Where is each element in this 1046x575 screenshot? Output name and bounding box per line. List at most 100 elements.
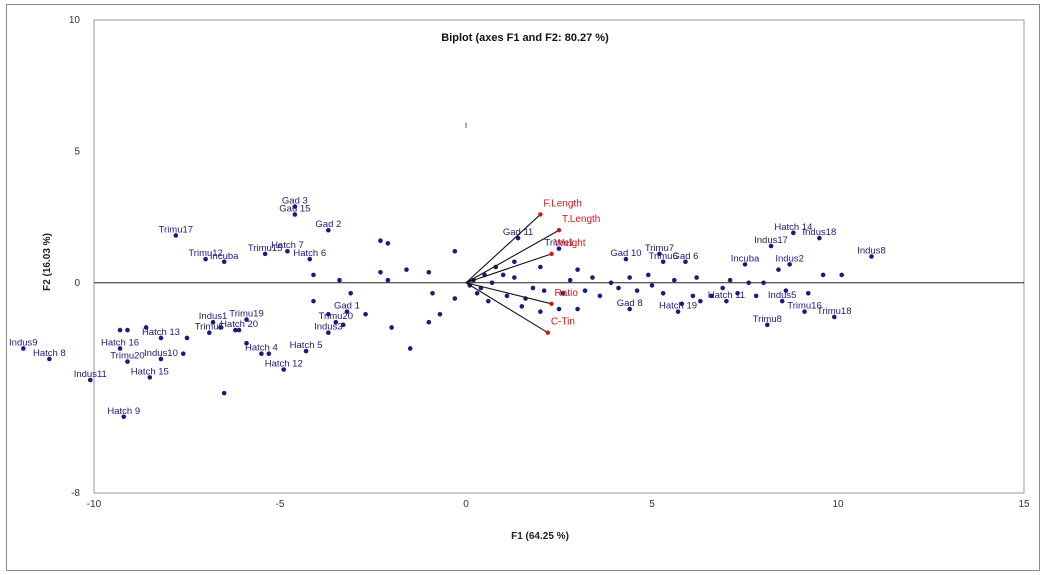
observation-point [474,290,480,296]
observation-point [385,241,391,246]
observation-label: Trimu19 [229,309,264,320]
observation-point [348,290,353,296]
x-tick-label: -10 [87,499,102,510]
observation-point [236,327,242,333]
observation-point [407,346,413,351]
x-tick-label: 15 [1018,499,1030,510]
observation-point [597,293,603,299]
observation-label: Indus5 [768,290,797,301]
observation-point [675,309,681,314]
variable-arrow-head [556,228,562,233]
observation-point [292,204,298,209]
variable-arrow [465,214,541,284]
observation-point [244,317,249,322]
observation-point [720,285,725,291]
observation-point [679,301,685,307]
observation-point [385,277,391,283]
observation-point [724,298,729,304]
observation-point [117,346,123,351]
observation-label: Incuba [731,253,760,264]
observation-point [311,272,316,278]
variable-label: T.Length [562,214,600,225]
variable-labels: F.Length T.Length Weight C-Tin Ratio [543,198,600,327]
observation-point [363,312,368,317]
observation-point [221,259,227,265]
variable-label: Weight [555,238,586,249]
observation-point [660,259,666,265]
observation-point [47,356,52,362]
observation-point [452,248,458,254]
observation-point [802,309,807,314]
x-tick-label: 0 [463,499,469,510]
observation-point [560,290,566,296]
observation-point [504,293,510,299]
observation-label: Hatch 15 [131,366,169,377]
observation-point [378,238,383,244]
observation-point [690,293,696,299]
observation-label: Hatch 14 [774,222,812,233]
observation-label: Hatch 7 [271,240,304,251]
observation-point [333,319,339,325]
observation-point [184,335,190,341]
observation-label: Gad 2 [315,219,341,230]
observation-point [326,312,331,317]
variable-label: Ratio [555,288,579,299]
observation-point [645,272,651,278]
observation-point [627,275,632,280]
chart-title: Biplot (axes F1 and F2: 80.27 %) [441,32,609,44]
observation-label: Hatch 9 [107,406,140,417]
observation-label: Trimu12 [188,248,223,259]
plot-area [93,19,1025,494]
observation-label: Trimu16 [787,301,822,312]
observation-point [337,277,342,283]
observation-point [776,267,781,272]
observation-point [285,248,290,254]
observation-point [627,306,632,312]
observation-point [326,330,331,336]
variable-arrow-head [538,212,543,217]
observation-point [203,256,208,262]
observation-label: Hatch 16 [101,337,139,348]
observation-label: Hatch 5 [290,340,323,351]
observation-point [869,254,874,259]
observation-label: Gad 8 [617,298,643,309]
observation-label: Gad 11 [503,227,533,238]
observation-point [683,259,688,265]
observation-point [657,251,662,257]
observation-point [575,306,580,312]
observation-point [344,309,350,314]
observation-point [303,348,309,354]
x-tick-label: 10 [832,499,844,510]
observation-label: Indus9 [9,337,38,348]
observation-label: Trimu20 [319,311,354,322]
observation-label: Trimu18 [817,306,852,317]
x-tick-label: 5 [649,499,655,510]
observation-point [541,288,547,293]
observation-label: Indus1 [199,311,228,322]
variable-arrow [465,253,552,284]
observation-point [660,290,666,296]
observation-point [207,330,212,336]
observation-point [791,230,796,236]
observation-point [556,246,562,251]
observation-label: Indus17 [754,235,788,246]
observation-label: Trimu1 [544,238,573,249]
observation-point [121,414,127,420]
variable-arrow [465,282,552,305]
observation-label: Incuba [210,251,239,262]
observation-point [21,346,26,351]
y-tick-label: 5 [74,146,80,157]
observation-point [326,227,331,233]
observation-point [761,280,766,286]
observation-point [727,277,733,283]
x-tick-labels: -10 -5 0 5 10 15 [87,499,1030,510]
observation-point [158,335,164,341]
observation-point [839,272,845,278]
observation-point [430,290,435,296]
observation-point [820,272,826,278]
observation-label: Trimu7 [645,243,674,254]
observation-point [281,367,287,372]
observation-label: Indus8 [857,246,886,257]
y-tick-label: 10 [69,15,81,26]
